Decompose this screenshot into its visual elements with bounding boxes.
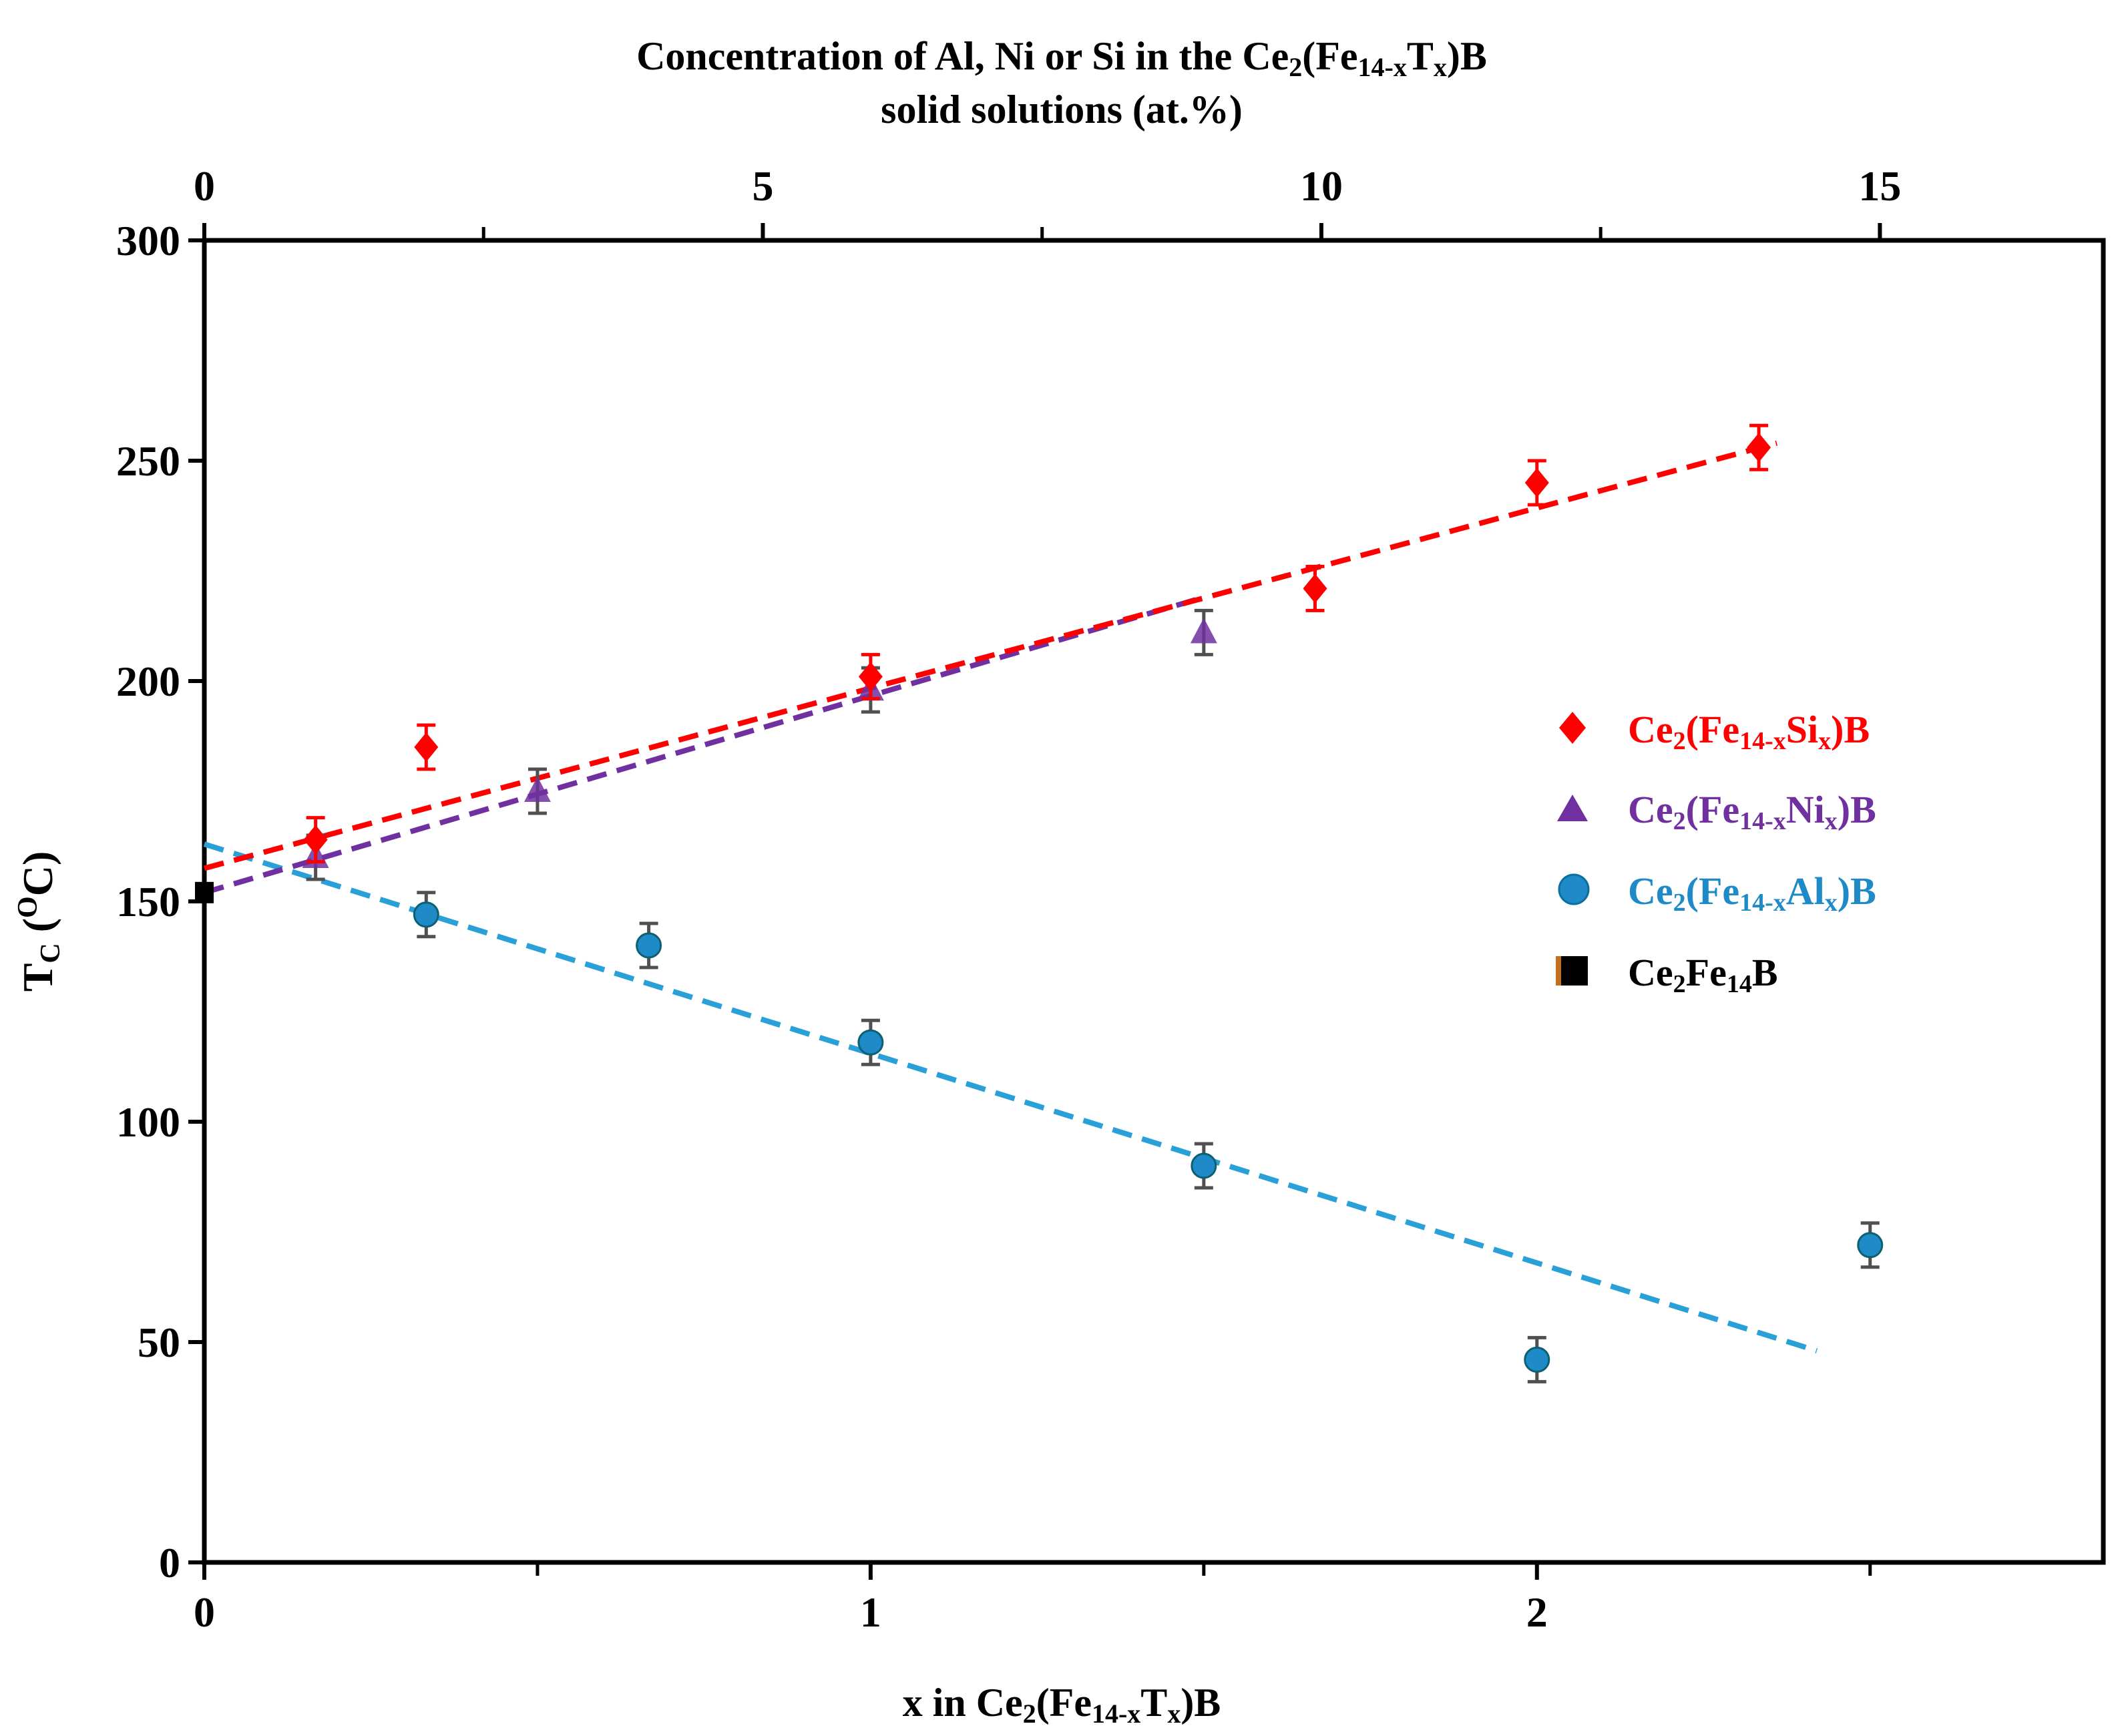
legend-marker-si <box>1559 712 1586 744</box>
legend-label-base: Ce2Fe14B <box>1628 951 1778 998</box>
y-tick-label: 100 <box>116 1098 180 1146</box>
y-tick-label: 50 <box>138 1319 180 1366</box>
legend-label-si: Ce2(Fe14-xSix)B <box>1628 708 1870 755</box>
x-tick-label: 1 <box>860 1588 881 1636</box>
top-x-tick-label: 15 <box>1858 162 1901 210</box>
y-tick-label: 200 <box>116 658 180 705</box>
data-point-si <box>1524 468 1549 497</box>
legend-marker-base-accent <box>1556 956 1561 986</box>
data-point-si <box>303 825 328 855</box>
data-point-si <box>414 732 439 762</box>
y-tick-label: 150 <box>116 878 180 925</box>
data-point-al <box>857 1029 884 1056</box>
legend-label-al: Ce2(Fe14-xAlx)B <box>1628 869 1876 917</box>
legend-label-ni: Ce2(Fe14-xNix)B <box>1628 788 1876 835</box>
data-point-al <box>413 901 439 928</box>
axis-ticks: 0 50 100 150 200 250 300 0 1 2 0 5 10 15 <box>116 162 1901 1636</box>
x-axis-title: x in Ce2(Fe14-xTx)B <box>903 1681 1221 1729</box>
data-point-al <box>636 932 662 959</box>
top-x-tick-label: 5 <box>752 162 773 210</box>
x-tick-label: 2 <box>1526 1588 1548 1636</box>
legend-entry-al: Ce2(Fe14-xAlx)B <box>1558 869 1876 917</box>
fit-line-si <box>203 440 1778 871</box>
x-tick-label: 0 <box>194 1588 215 1636</box>
fit-line-ni <box>203 594 1205 895</box>
data-point-si <box>858 662 883 692</box>
data-point-base <box>195 881 214 903</box>
y-tick-label: 0 <box>159 1539 180 1586</box>
data-point-si <box>1303 574 1327 604</box>
fit-lines <box>203 440 1818 1354</box>
data-point-al <box>1857 1232 1884 1259</box>
legend-marker-base <box>1560 956 1588 986</box>
data-point-ni <box>523 777 551 802</box>
legend-marker-ni <box>1557 795 1588 821</box>
fit-line-al <box>203 841 1818 1354</box>
y-tick-label: 250 <box>116 437 180 485</box>
data-point-al <box>1191 1152 1217 1179</box>
y-tick-label: 300 <box>116 217 180 264</box>
data-point-ni <box>1190 618 1217 644</box>
legend: Ce2(Fe14-xSix)B Ce2(Fe14-xNix)B Ce2(Fe14… <box>1556 708 1876 998</box>
legend-marker-al <box>1558 873 1590 905</box>
data-point-si <box>1747 433 1771 463</box>
legend-entry-ni: Ce2(Fe14-xNix)B <box>1557 788 1876 835</box>
data-points <box>195 423 1884 1383</box>
y-axis-title: TC (OC) <box>13 851 66 992</box>
legend-entry-base: Ce2Fe14B <box>1556 951 1778 998</box>
top-axis-title-line2: solid solutions (at.%) <box>881 87 1243 132</box>
data-point-al <box>1524 1346 1550 1373</box>
top-x-tick-label: 0 <box>194 162 215 210</box>
legend-entry-si: Ce2(Fe14-xSix)B <box>1559 708 1870 755</box>
top-axis-title-line1: Concentration of Al, Ni or Si in the Ce2… <box>636 34 1487 82</box>
top-x-tick-label: 10 <box>1300 162 1343 210</box>
